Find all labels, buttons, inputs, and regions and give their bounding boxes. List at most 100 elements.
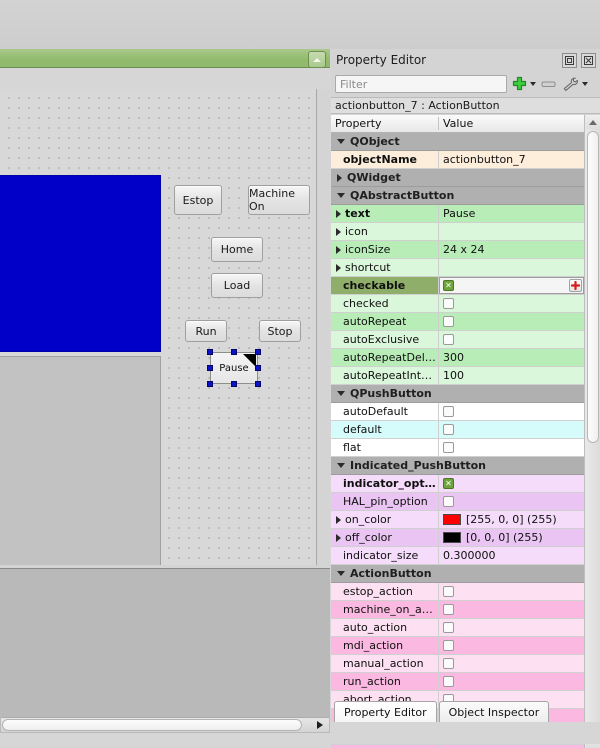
property-group-actionbutton[interactable]: ActionButton <box>331 565 584 583</box>
property-value-cell[interactable]: [255, 0, 0] (255) <box>439 511 584 528</box>
property-row[interactable]: indicator_option ✕ <box>331 475 584 493</box>
resize-handle-n[interactable] <box>231 349 237 355</box>
property-row[interactable]: default <box>331 421 584 439</box>
checkbox-unchecked-icon[interactable] <box>443 442 454 453</box>
add-dynamic-property-button[interactable] <box>511 76 536 93</box>
property-value-cell[interactable] <box>439 439 584 456</box>
configure-view-button[interactable] <box>561 76 588 93</box>
restore-up-icon[interactable] <box>308 51 326 68</box>
property-table[interactable]: Property Value QObject objectName actionbu… <box>331 115 600 748</box>
property-group-indicated_pushbutton[interactable]: Indicated_PushButton <box>331 457 584 475</box>
property-row[interactable]: manual_action <box>331 655 584 673</box>
property-row[interactable]: autoDefault <box>331 403 584 421</box>
horizontal-scrollbar[interactable] <box>1 717 329 732</box>
property-row[interactable]: autoRepeatInterval 100 <box>331 367 584 385</box>
checkbox-unchecked-icon[interactable] <box>443 316 454 327</box>
property-row[interactable]: indicator_size 0.300000 <box>331 547 584 565</box>
property-row[interactable]: checkable ✕ <box>331 277 584 295</box>
property-row[interactable]: autoRepeatDelay 300 <box>331 349 584 367</box>
resize-handle-s[interactable] <box>231 381 237 387</box>
checkbox-unchecked-icon[interactable] <box>443 622 454 633</box>
property-value-cell[interactable]: 100 <box>439 367 584 384</box>
property-row[interactable]: flat <box>331 439 584 457</box>
designer-button-stop[interactable]: Stop <box>259 320 301 342</box>
checkbox-unchecked-icon[interactable] <box>443 298 454 309</box>
property-value-cell[interactable]: [0, 0, 0] (255) <box>439 529 584 546</box>
checkbox-unchecked-icon[interactable] <box>443 334 454 345</box>
checkbox-unchecked-icon[interactable] <box>443 586 454 597</box>
gray-sub-panel[interactable] <box>0 356 161 565</box>
property-value-cell[interactable] <box>439 673 584 690</box>
chevron-right-icon[interactable] <box>337 173 342 182</box>
checkbox-unchecked-icon[interactable] <box>443 604 454 615</box>
property-value-cell[interactable]: 24 x 24 <box>439 241 584 258</box>
color-swatch[interactable] <box>443 532 461 543</box>
property-row[interactable]: objectName actionbutton_7 <box>331 151 584 169</box>
property-value-cell[interactable]: 300 <box>439 349 584 366</box>
property-row[interactable]: autoRepeat <box>331 313 584 331</box>
resize-handle-sw[interactable] <box>207 381 213 387</box>
horizontal-scroll-thumb[interactable] <box>2 719 302 731</box>
property-value-cell[interactable] <box>439 295 584 312</box>
designer-button-estop[interactable]: Estop <box>174 185 222 215</box>
property-value-cell[interactable] <box>439 223 584 240</box>
chevron-down-icon[interactable] <box>337 391 345 396</box>
property-value-cell[interactable] <box>439 331 584 348</box>
property-row[interactable]: auto_action <box>331 619 584 637</box>
property-table-scrollbar[interactable] <box>584 115 600 748</box>
property-row[interactable]: mdi_action <box>331 637 584 655</box>
property-row[interactable]: iconSize 24 x 24 <box>331 241 584 259</box>
chevron-down-icon[interactable] <box>337 139 345 144</box>
selected-widget-pause[interactable]: Pause <box>207 349 261 387</box>
property-row[interactable]: on_color [255, 0, 0] (255) <box>331 511 584 529</box>
property-value-cell[interactable]: 0.300000 <box>439 547 584 564</box>
filter-input[interactable]: Filter <box>335 75 507 93</box>
vertical-scroll-thumb[interactable] <box>587 131 599 443</box>
chevron-right-icon[interactable] <box>336 263 341 272</box>
property-row[interactable]: machine_on_action <box>331 601 584 619</box>
designer-button-run[interactable]: Run <box>185 320 227 342</box>
property-value-cell[interactable] <box>439 601 584 618</box>
property-value-cell[interactable] <box>439 403 584 420</box>
property-group-qwidget[interactable]: QWidget <box>331 169 584 187</box>
resize-handle-nw[interactable] <box>207 349 213 355</box>
property-value-cell[interactable] <box>439 421 584 438</box>
blue-display-widget[interactable] <box>0 175 161 352</box>
checkbox-unchecked-icon[interactable] <box>443 496 454 507</box>
checkbox-checked-icon[interactable]: ✕ <box>443 478 454 489</box>
designer-button-home[interactable]: Home <box>211 237 263 262</box>
property-group-qobject[interactable]: QObject <box>331 133 584 151</box>
checkbox-unchecked-icon[interactable] <box>443 676 454 687</box>
remove-dynamic-property-button[interactable] <box>540 79 557 89</box>
property-row[interactable]: off_color [0, 0, 0] (255) <box>331 529 584 547</box>
property-value-cell[interactable]: actionbutton_7 <box>439 151 584 168</box>
property-group-qabstractbutton[interactable]: QAbstractButton <box>331 187 584 205</box>
property-value-cell[interactable] <box>439 655 584 672</box>
property-row[interactable]: icon <box>331 223 584 241</box>
designer-button-load[interactable]: Load <box>211 273 263 298</box>
resize-handle-e[interactable] <box>255 365 261 371</box>
property-value-cell[interactable]: ✕ <box>439 475 584 492</box>
property-value-cell[interactable] <box>439 493 584 510</box>
designer-button-machine-on[interactable]: Machine On <box>248 185 310 215</box>
scroll-right-icon[interactable] <box>313 719 327 731</box>
property-value-cell[interactable] <box>439 637 584 654</box>
property-row[interactable]: autoExclusive <box>331 331 584 349</box>
chevron-down-icon[interactable] <box>337 193 345 198</box>
chevron-right-icon[interactable] <box>336 227 341 236</box>
chevron-down-icon[interactable] <box>337 463 345 468</box>
checkbox-unchecked-icon[interactable] <box>443 640 454 651</box>
property-row[interactable]: shortcut <box>331 259 584 277</box>
form-canvas[interactable]: Estop Machine On Home Load Run Stop Pause <box>0 89 317 565</box>
scroll-up-icon[interactable] <box>586 115 600 129</box>
property-value-cell[interactable] <box>439 313 584 330</box>
resize-handle-se[interactable] <box>255 381 261 387</box>
property-value-cell[interactable] <box>439 259 584 276</box>
reset-property-icon[interactable] <box>569 279 582 292</box>
undock-icon[interactable] <box>562 53 577 68</box>
checkbox-checked-icon[interactable]: ✕ <box>443 280 454 291</box>
property-value-cell[interactable]: Pause <box>439 205 584 222</box>
chevron-right-icon[interactable] <box>336 533 341 542</box>
chevron-right-icon[interactable] <box>336 515 341 524</box>
property-group-qpushbutton[interactable]: QPushButton <box>331 385 584 403</box>
